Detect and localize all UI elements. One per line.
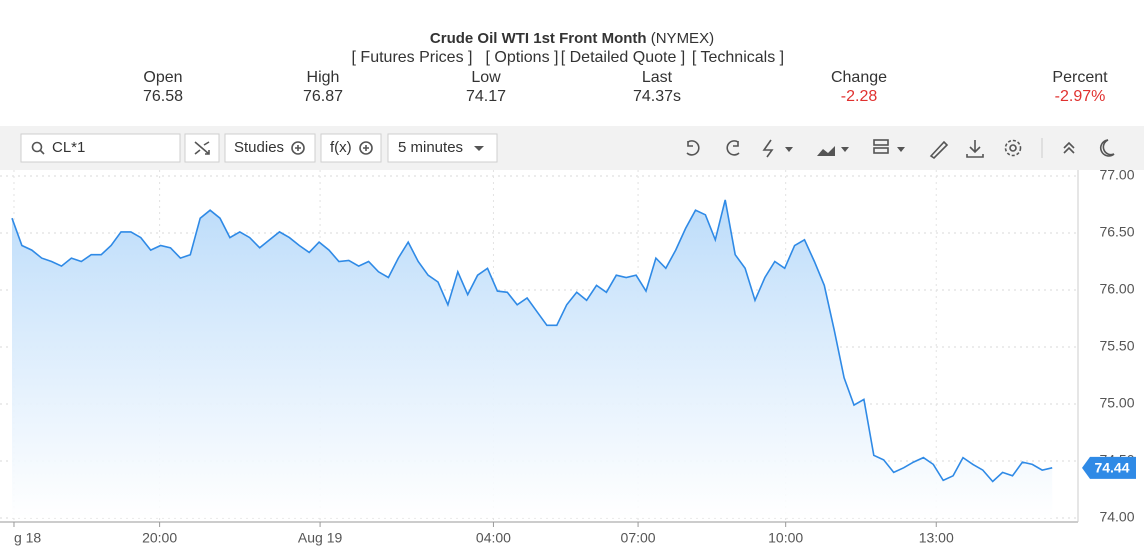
- quote-label: Change: [831, 69, 887, 86]
- add-icon: [359, 141, 373, 155]
- interval: 5 minutes: [398, 139, 463, 156]
- undo-icon[interactable]: [686, 140, 700, 156]
- fx-button[interactable]: [320, 133, 382, 163]
- header-link[interactable]: [ Detailed Quote ]: [561, 49, 686, 66]
- layout-icon[interactable]: [873, 139, 889, 146]
- y-tick-label: 75.50: [1099, 338, 1134, 354]
- dropdown-arrow: [841, 147, 849, 152]
- compare-icon: [194, 141, 210, 155]
- search-icon: [39, 149, 45, 155]
- quote-value: -2.97%: [1055, 88, 1106, 105]
- quote-label: Open: [143, 69, 182, 86]
- header: Crude Oil WTI 1st Front Month (NYMEX): [430, 30, 714, 47]
- settings-icon: [1004, 139, 1022, 157]
- y-tick-label: 74.00: [1099, 509, 1134, 525]
- settings-icon[interactable]: [1009, 144, 1017, 152]
- title-text: Crude Oil WTI 1st Front Month: [430, 30, 647, 47]
- y-tick-label: 76.50: [1099, 224, 1134, 240]
- theme-icon[interactable]: [1099, 139, 1115, 157]
- layout-icon: [873, 147, 889, 154]
- fx: f(x): [330, 139, 352, 156]
- symbol-input[interactable]: [20, 133, 181, 163]
- quote-value: 76.87: [303, 88, 343, 105]
- x-tick-label: 20:00: [142, 530, 177, 546]
- quote-value: 74.17: [466, 88, 506, 105]
- current-price-label: 74.44: [1094, 460, 1129, 476]
- y-tick-label: 76.00: [1099, 281, 1134, 297]
- redo-icon[interactable]: [726, 140, 740, 156]
- exchange: (NYMEX): [651, 30, 714, 47]
- dropdown-arrow: [474, 146, 484, 151]
- x-tick-label: 13:00: [919, 530, 954, 546]
- title: Crude Oil WTI 1st Front Month (NYMEX): [430, 30, 714, 47]
- y-tick-label: 77.00: [1099, 167, 1134, 183]
- quote-label: High: [307, 69, 340, 86]
- x-tick-label: g 18: [14, 530, 41, 546]
- price-line: [11, 199, 1053, 483]
- x-tick-label: 10:00: [768, 530, 803, 546]
- add-icon: [363, 145, 369, 151]
- event-icon[interactable]: [762, 139, 774, 158]
- header-link[interactable]: [ Futures Prices ]: [352, 49, 473, 66]
- header-link[interactable]: [ Technicals ]: [692, 49, 784, 66]
- download-icon[interactable]: [966, 140, 984, 158]
- header-link[interactable]: [ Options ]: [486, 49, 559, 66]
- current-price-tag: [1082, 456, 1136, 479]
- collapse-icon[interactable]: [1063, 141, 1075, 154]
- x-tick-label: 04:00: [476, 530, 511, 546]
- add-icon: [291, 141, 305, 155]
- quote-label: Last: [642, 69, 673, 86]
- quote-value: 76.58: [143, 88, 183, 105]
- quote-value: -2.28: [841, 88, 878, 105]
- studies: Studies: [234, 139, 284, 156]
- quote-label: Low: [471, 69, 501, 86]
- x-tick-label: Aug 19: [298, 530, 343, 546]
- area-fill: [12, 199, 1053, 518]
- quote-label: Percent: [1052, 69, 1108, 86]
- y-tick-label: 75.00: [1099, 395, 1134, 411]
- search-icon: [31, 141, 43, 153]
- symbol: CL*1: [52, 139, 85, 156]
- quote-value: 74.37s: [633, 88, 681, 105]
- x-tick-label: 07:00: [621, 530, 656, 546]
- add-icon: [295, 145, 301, 151]
- chart-type-icon[interactable]: [817, 146, 835, 156]
- draw-icon[interactable]: [929, 140, 949, 160]
- dropdown-arrow: [897, 147, 905, 152]
- tool-icons: [686, 138, 1115, 160]
- dropdown-arrow: [785, 147, 793, 152]
